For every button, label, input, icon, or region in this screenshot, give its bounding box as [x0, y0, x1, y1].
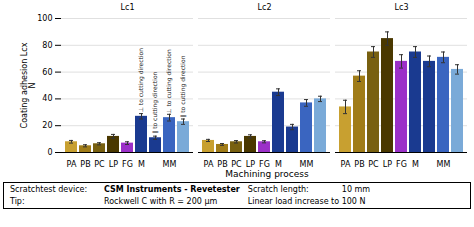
- svg-text:MM: MM: [163, 160, 177, 168]
- svg-text:FG: FG: [259, 160, 270, 168]
- svg-text:Lc2: Lc2: [258, 3, 272, 12]
- svg-text:PA: PA: [67, 160, 77, 168]
- svg-text:FG: FG: [122, 160, 133, 168]
- svg-text:PC: PC: [94, 160, 105, 168]
- svg-text:∥ to cutting direction: ∥ to cutting direction: [151, 71, 159, 133]
- svg-text:PA: PA: [204, 160, 214, 168]
- svg-text:40: 40: [42, 94, 52, 103]
- svg-text:Lc3: Lc3: [395, 3, 409, 12]
- svg-text:PC: PC: [368, 160, 379, 168]
- svg-text:LP: LP: [246, 160, 255, 168]
- html-text:Scratch length:: Scratch length:: [247, 185, 309, 194]
- svg-text:PA: PA: [341, 160, 351, 168]
- svg-text:LP: LP: [109, 160, 118, 168]
- html-text:Tip:: Tip:: [10, 197, 25, 206]
- html-text:Scratchtest device:: Scratchtest device:: [10, 185, 88, 194]
- svg-text:60: 60: [42, 68, 52, 77]
- svg-text:Coating adhesion LcxN: Coating adhesion LcxN: [20, 42, 37, 128]
- svg-text:⊥ to cutting direction: ⊥ to cutting direction: [137, 48, 145, 113]
- html-text:10 mm: 10 mm: [341, 185, 371, 194]
- svg-text:20: 20: [42, 121, 52, 130]
- svg-text:⊥ to cutting direction: ⊥ to cutting direction: [165, 49, 173, 114]
- html-text:Rockwell C with R = 200 μm: Rockwell C with R = 200 μm: [104, 197, 218, 206]
- svg-text:M: M: [412, 160, 419, 168]
- svg-text:Lc1: Lc1: [121, 3, 135, 12]
- svg-text:MM: MM: [437, 160, 451, 168]
- html-text:Linear load increase to 100 N: Linear load increase to 100 N: [247, 197, 366, 206]
- svg-text:0: 0: [47, 148, 52, 157]
- svg-text:∥ to cutting direction: ∥ to cutting direction: [179, 55, 187, 117]
- svg-text:M: M: [275, 160, 282, 168]
- svg-text:PB: PB: [354, 160, 364, 168]
- svg-text:PC: PC: [231, 160, 242, 168]
- svg-text:M: M: [138, 160, 145, 168]
- svg-text:PB: PB: [80, 160, 90, 168]
- html-text:Machining process: Machining process: [225, 169, 309, 179]
- svg-text:MM: MM: [300, 160, 314, 168]
- svg-text:100: 100: [37, 14, 52, 23]
- html-text:CSM Instruments - Revetester: CSM Instruments - Revetester: [104, 185, 240, 194]
- svg-text:LP: LP: [383, 160, 392, 168]
- svg-text:FG: FG: [396, 160, 407, 168]
- svg-text:80: 80: [42, 41, 52, 50]
- svg-text:PB: PB: [217, 160, 227, 168]
